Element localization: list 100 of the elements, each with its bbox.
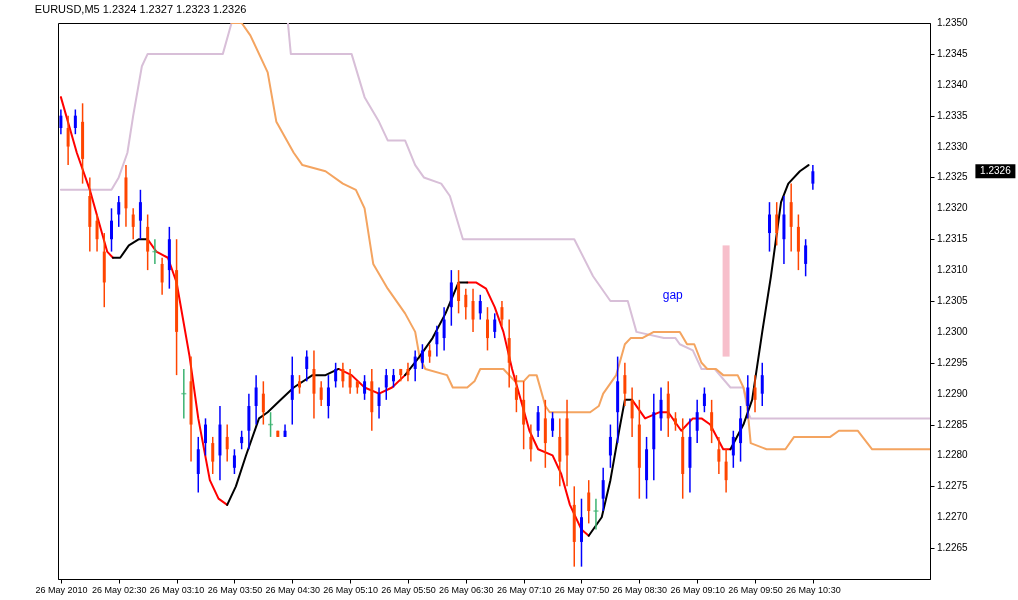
candlestick <box>579 497 583 568</box>
chart-title: EURUSD,M5 1.2324 1.2327 1.2323 1.2326 <box>34 3 247 15</box>
candlestick <box>326 374 330 420</box>
y-tick-label: 1.2290 <box>937 387 969 399</box>
candlestick <box>630 386 634 438</box>
y-tick-label: 1.2330 <box>937 140 969 152</box>
x-tick-label: 26 May 05:10 <box>323 584 378 595</box>
candlestick <box>225 423 229 463</box>
candlestick <box>746 374 750 420</box>
candlestick <box>348 368 352 395</box>
candlestick <box>623 362 627 407</box>
candlestick <box>753 374 757 413</box>
y-tick-label: 1.2320 <box>937 202 969 214</box>
candlestick <box>319 380 323 407</box>
candlestick <box>695 399 699 444</box>
y-tick-label: 1.2270 <box>937 511 969 523</box>
candlestick <box>493 312 497 339</box>
y-tick-label: 1.2295 <box>937 356 969 368</box>
candlestick <box>413 349 417 383</box>
candlestick <box>811 164 815 191</box>
x-tick-label: 26 May 05:50 <box>381 584 436 595</box>
x-tick-label: 26 May 09:10 <box>670 584 725 595</box>
text: 1.2326 <box>980 165 1012 177</box>
candlestick <box>95 213 99 253</box>
candlestick <box>240 429 244 451</box>
candlestick <box>254 374 258 426</box>
y-tick-label: 1.2275 <box>937 480 969 492</box>
x-tick-label: 26 May 07:10 <box>496 584 552 595</box>
annotation: gap <box>662 288 684 303</box>
candlestick <box>138 189 142 240</box>
candlestick <box>724 448 728 494</box>
candlestick <box>804 238 808 278</box>
candlestick <box>767 201 771 253</box>
y-tick-label: 1.2310 <box>937 264 969 276</box>
candlestick <box>392 368 395 389</box>
candlestick <box>710 399 714 444</box>
x-tick-label: 26 May 03:50 <box>207 584 263 595</box>
candlestick <box>551 411 555 438</box>
candlestick <box>485 306 489 352</box>
y-tick-label: 1.2285 <box>937 418 969 430</box>
candlestick <box>500 300 504 327</box>
candlestick <box>673 411 677 432</box>
x-tick-label: 26 May 2010 <box>35 584 88 595</box>
candlestick <box>420 343 424 370</box>
candlestick <box>377 386 381 420</box>
x-tick-label: 26 May 09:50 <box>728 584 783 595</box>
candlestick <box>442 306 446 352</box>
candlestick <box>298 374 301 395</box>
candlestick <box>760 362 764 407</box>
x-tick-label: 26 May 06:30 <box>439 584 494 595</box>
y-tick-label: 1.2305 <box>937 295 969 306</box>
candlestick <box>110 207 114 253</box>
candlestick <box>601 467 605 512</box>
candlestick <box>305 349 309 383</box>
candlestick <box>384 368 388 401</box>
candlestick <box>478 294 482 321</box>
candlestick <box>659 386 663 432</box>
candlestick <box>608 423 612 469</box>
candlestick <box>232 448 236 475</box>
candlestick <box>363 374 367 401</box>
x-tick-label: 26 May 03:10 <box>149 584 205 595</box>
y-tick-label: 1.2300 <box>937 325 969 337</box>
candlestick <box>471 287 475 333</box>
candlestick <box>117 195 121 228</box>
candlestick <box>457 269 461 315</box>
candlestick <box>593 497 599 531</box>
candlestick <box>731 429 735 469</box>
candlestick <box>131 207 135 240</box>
candlestick <box>261 380 265 426</box>
y-tick-label: 1.2280 <box>937 449 969 461</box>
candlestick <box>334 362 338 389</box>
candlestick <box>160 257 164 296</box>
y-tick-label: 1.2315 <box>937 233 969 245</box>
line-series <box>230 23 930 451</box>
candlestick <box>514 374 518 413</box>
candlestick <box>66 114 70 166</box>
candlestick <box>529 423 533 463</box>
candlestick <box>341 362 345 389</box>
x-tick-label: 26 May 04:30 <box>265 584 321 595</box>
candlestick <box>775 201 779 247</box>
candlestick <box>464 287 468 321</box>
candlestick <box>435 324 439 358</box>
candlestick <box>428 343 432 364</box>
candlestick <box>702 386 706 413</box>
x-tick-label: 26 May 10:30 <box>786 584 841 595</box>
x-tick-label: 26 May 02:30 <box>91 584 147 595</box>
y-tick-label: 1.2340 <box>937 78 969 90</box>
candlestick <box>587 479 591 525</box>
candlestick <box>536 405 540 438</box>
y-tick-label: 1.2350 <box>937 17 969 28</box>
y-tick-label: 1.2265 <box>937 542 969 554</box>
y-tick-label: 1.2325 <box>937 171 969 183</box>
x-tick-label: 26 May 07:50 <box>554 584 610 595</box>
candlestick <box>204 417 207 457</box>
candlestick <box>73 108 77 135</box>
x-tick-label: 26 May 08:30 <box>612 584 668 595</box>
y-tick-label: 1.2345 <box>937 47 969 59</box>
candlestick <box>406 362 410 383</box>
candlestick <box>211 436 215 475</box>
y-tick-label: 1.2335 <box>937 109 969 121</box>
